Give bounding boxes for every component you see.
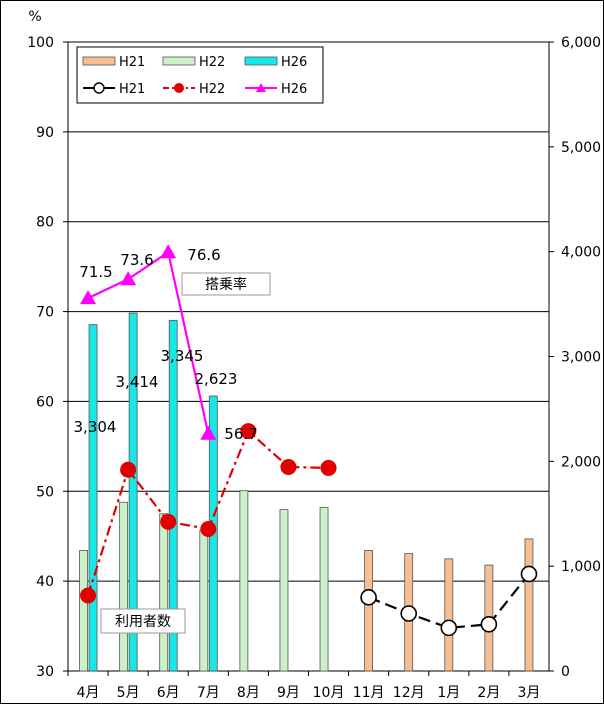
point-h22 <box>280 459 297 476</box>
line-data-label: 76.6 <box>187 246 220 264</box>
x-tick-label: 7月 <box>197 685 220 701</box>
legend-label: H22 <box>199 55 225 70</box>
left-tick-label: 30 <box>36 664 54 680</box>
bar-h22 <box>239 490 249 672</box>
left-tick-label: 50 <box>36 484 54 500</box>
legend-swatch-bar <box>244 56 278 66</box>
bar-h22 <box>79 550 88 672</box>
point-h22 <box>320 459 337 476</box>
point-h21 <box>480 615 498 633</box>
point-h22 <box>120 461 137 478</box>
legend-swatch-bar <box>162 56 196 66</box>
bar-h22 <box>119 501 129 672</box>
x-tick-label: 10月 <box>313 685 345 701</box>
line-h26 <box>87 250 210 435</box>
point-h22 <box>160 513 177 530</box>
x-tick-label: 1月 <box>437 685 460 701</box>
right-tick-label: 4,000 <box>561 245 601 261</box>
bar-data-label: 2,623 <box>195 370 238 388</box>
right-tick-label: 5,000 <box>561 140 601 156</box>
annotation-box <box>100 608 186 634</box>
legend-label: H26 <box>281 55 307 70</box>
annotation-users: 利用者数 <box>115 614 171 630</box>
legend-swatch-bar <box>82 56 116 66</box>
left-tick-label: 40 <box>36 574 54 590</box>
bar-h21 <box>364 550 374 672</box>
left-tick-label: 60 <box>36 394 54 410</box>
point-h26 <box>160 244 177 259</box>
left-axis-unit: % <box>28 9 41 25</box>
line-data-label: 71.5 <box>79 263 112 281</box>
legend-label: H21 <box>119 82 145 97</box>
point-h21 <box>520 565 538 583</box>
x-tick-label: 12月 <box>393 685 425 701</box>
legend-label: H21 <box>119 55 145 70</box>
bar-h26 <box>88 324 98 672</box>
bar-h26 <box>128 312 138 672</box>
legend-label: H26 <box>281 82 307 97</box>
point-h22 <box>240 423 257 440</box>
left-tick-label: 80 <box>36 215 54 231</box>
x-tick-label: 8月 <box>237 685 260 701</box>
left-tick-label: 90 <box>36 125 54 141</box>
x-tick-label: 3月 <box>517 685 540 701</box>
point-h26 <box>80 290 97 305</box>
x-tick-label: 6月 <box>157 685 180 701</box>
annotation-load-factor: 搭乗率 <box>205 276 247 293</box>
left-tick-label: 100 <box>27 35 54 51</box>
line-data-label: 73.6 <box>120 251 153 269</box>
line-h21 <box>368 573 530 630</box>
x-tick-label: 11月 <box>353 685 385 701</box>
point-h26 <box>120 271 137 286</box>
bar-h22 <box>319 507 329 672</box>
x-tick-label: 9月 <box>277 685 300 701</box>
line-data-label: 56.7 <box>224 425 257 443</box>
legend-marker <box>256 83 266 92</box>
point-h21 <box>440 619 458 637</box>
legend-marker <box>93 82 105 94</box>
right-tick-label: 0 <box>561 664 570 680</box>
right-tick-label: 2,000 <box>561 454 601 470</box>
legend-box <box>76 46 324 104</box>
bar-data-label: 3,345 <box>161 347 204 365</box>
plot-area <box>68 42 549 671</box>
x-tick-label: 5月 <box>117 685 140 701</box>
point-h21 <box>360 589 377 606</box>
x-tick-label: 2月 <box>477 685 500 701</box>
annotation-box <box>181 272 271 296</box>
left-tick-label: 70 <box>36 305 54 321</box>
x-tick-label: 4月 <box>77 685 100 701</box>
point-h21 <box>400 605 418 622</box>
right-tick-label: 3,000 <box>561 350 601 366</box>
bar-h22 <box>159 513 169 672</box>
bar-data-label: 3,304 <box>74 418 117 436</box>
legend-marker <box>174 83 184 93</box>
right-tick-label: 1,000 <box>561 559 601 575</box>
point-h22 <box>200 521 217 538</box>
bar-h22 <box>279 509 289 672</box>
bar-h26 <box>168 319 178 672</box>
legend-label: H22 <box>199 82 225 97</box>
point-h22 <box>80 587 97 604</box>
bar-h21 <box>524 538 534 672</box>
point-h26 <box>200 425 217 440</box>
right-tick-label: 6,000 <box>561 35 601 51</box>
bar-h22 <box>199 530 209 672</box>
bar-h21 <box>444 558 454 672</box>
bar-data-label: 3,414 <box>116 373 159 391</box>
